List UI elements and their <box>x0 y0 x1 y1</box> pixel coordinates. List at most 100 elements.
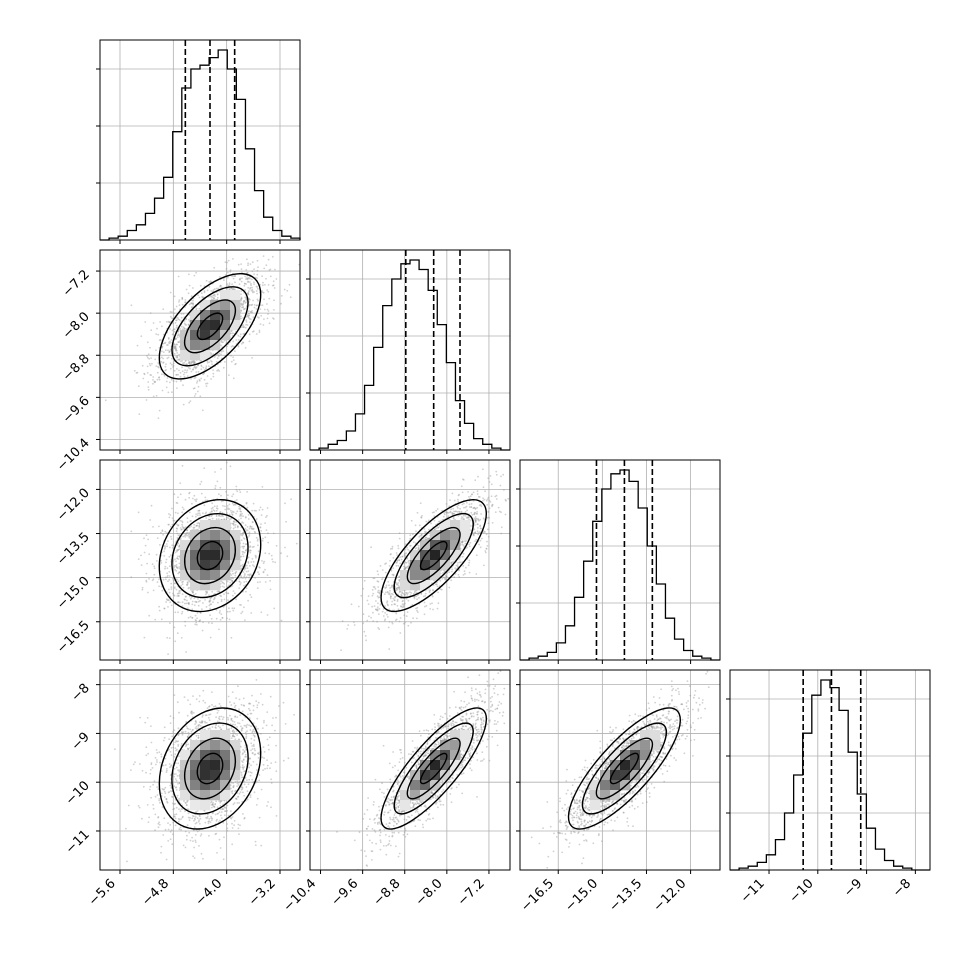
scatter-point <box>178 548 181 550</box>
scatter-point <box>210 295 212 297</box>
scatter-point <box>457 573 460 576</box>
scatter-point <box>228 518 231 521</box>
scatter-point <box>186 369 189 372</box>
scatter-point <box>453 510 455 513</box>
scatter-point <box>204 499 207 502</box>
scatter-point <box>175 549 178 552</box>
scatter-point <box>185 595 188 598</box>
scatter-point <box>152 382 154 385</box>
density-cell <box>210 570 221 581</box>
scatter-point <box>452 561 454 563</box>
scatter-point <box>196 524 199 527</box>
scatter-point <box>185 328 188 330</box>
scatter-point <box>243 606 245 609</box>
scatter-point <box>427 537 429 540</box>
scatter-point <box>280 619 283 622</box>
scatter-point <box>383 593 386 596</box>
scatter-point <box>163 545 166 547</box>
scatter-point <box>445 575 448 578</box>
scatter-point <box>378 596 381 598</box>
scatter-point <box>239 333 242 336</box>
scatter-point <box>234 572 237 575</box>
scatter-point <box>165 561 167 564</box>
scatter-point <box>383 619 386 622</box>
scatter-point <box>240 309 243 312</box>
scatter-point <box>249 526 252 528</box>
scatter-point <box>398 532 401 535</box>
scatter-point <box>248 573 251 576</box>
scatter-point <box>215 287 218 290</box>
scatter-point <box>257 266 259 269</box>
scatter-point <box>235 499 238 501</box>
scatter-point <box>396 604 399 607</box>
scatter-point <box>209 636 212 639</box>
scatter-point <box>143 373 146 376</box>
scatter-point <box>230 287 233 289</box>
scatter-point <box>403 553 406 556</box>
scatter-point <box>197 294 200 297</box>
scatter-point <box>463 506 465 509</box>
scatter-point <box>166 357 169 360</box>
scatter-point <box>192 368 194 371</box>
scatter-point <box>231 570 234 572</box>
scatter-point <box>140 554 142 557</box>
scatter-point <box>251 509 254 512</box>
scatter-point <box>368 615 370 618</box>
scatter-point <box>398 590 401 592</box>
scatter-point <box>227 599 229 602</box>
scatter-point <box>464 506 467 509</box>
density-cell <box>200 560 211 571</box>
scatter-point <box>210 617 213 620</box>
scatter-point <box>183 320 186 322</box>
scatter-point <box>182 586 185 589</box>
scatter-point <box>362 613 365 616</box>
scatter-point <box>241 512 244 515</box>
scatter-point <box>474 532 477 534</box>
scatter-point <box>177 318 180 321</box>
scatter-point <box>482 531 485 534</box>
scatter-point <box>266 614 269 616</box>
scatter-point <box>206 591 209 594</box>
scatter-point <box>161 530 164 533</box>
scatter-point <box>136 344 139 347</box>
scatter-point <box>221 616 224 619</box>
scatter-point <box>193 360 196 362</box>
density-cell <box>190 580 201 591</box>
scatter-point <box>189 367 191 370</box>
scatter-point <box>241 563 244 566</box>
scatter-point <box>295 542 298 545</box>
scatter-point <box>248 314 251 317</box>
scatter-point <box>194 623 197 626</box>
scatter-point <box>161 325 163 328</box>
scatter-point <box>226 512 228 514</box>
scatter-point <box>376 570 379 573</box>
scatter-point <box>191 608 194 611</box>
scatter-point <box>260 523 262 525</box>
scatter-point <box>242 545 245 548</box>
scatter-point <box>161 529 164 531</box>
scatter-point <box>244 524 247 526</box>
scatter-point <box>152 376 155 378</box>
scatter-point <box>176 368 178 370</box>
scatter-point <box>201 629 204 632</box>
scatter-point <box>186 583 188 586</box>
scatter-point <box>244 347 247 349</box>
scatter-point <box>230 577 233 579</box>
scatter-point <box>166 321 168 323</box>
scatter-point <box>397 544 400 547</box>
scatter-point <box>423 528 426 530</box>
scatter-point <box>249 573 252 576</box>
scatter-point <box>172 345 175 347</box>
scatter-point <box>174 322 177 324</box>
scatter-point <box>194 498 196 501</box>
scatter-point <box>174 346 177 349</box>
scatter-point <box>231 522 234 525</box>
scatter-point <box>246 526 249 528</box>
scatter-point <box>183 602 186 605</box>
scatter-point <box>384 605 386 607</box>
scatter-point <box>184 534 187 536</box>
scatter-point <box>194 614 197 617</box>
scatter-point <box>193 361 196 364</box>
scatter-point <box>198 525 200 527</box>
scatter-point <box>468 561 471 564</box>
